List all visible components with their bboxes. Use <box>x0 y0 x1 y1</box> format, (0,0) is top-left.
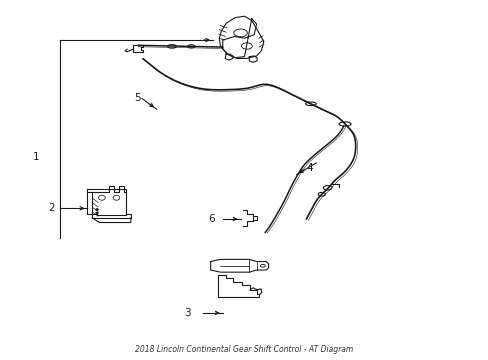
Text: 2: 2 <box>48 203 55 213</box>
Text: 6: 6 <box>207 214 214 224</box>
Text: 1: 1 <box>32 152 39 162</box>
Text: 2018 Lincoln Continental Gear Shift Control - AT Diagram: 2018 Lincoln Continental Gear Shift Cont… <box>135 345 353 354</box>
Text: 4: 4 <box>306 163 312 172</box>
Circle shape <box>95 212 98 214</box>
Text: 3: 3 <box>183 308 190 318</box>
Circle shape <box>95 208 98 211</box>
Text: 5: 5 <box>134 94 141 103</box>
